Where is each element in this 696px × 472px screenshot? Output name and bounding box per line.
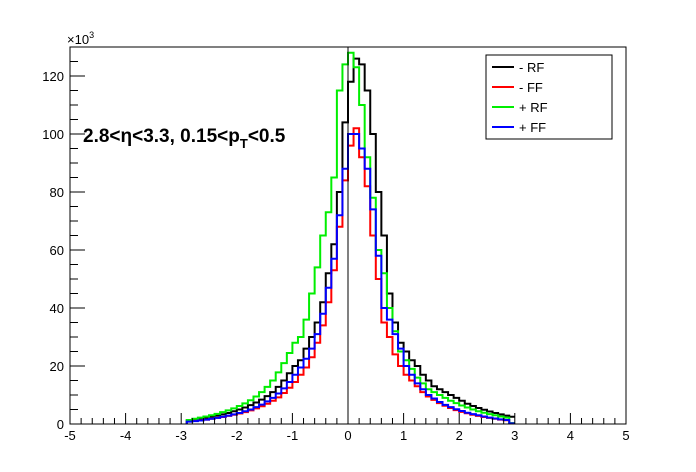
annotation-subscript: T xyxy=(240,136,248,151)
legend-label-1: - FF xyxy=(519,80,543,95)
y-tick-label: 80 xyxy=(50,185,64,200)
y-multiplier-base: ×10 xyxy=(67,32,89,47)
legend: - RF - FF + RF + FF xyxy=(485,54,613,140)
x-tick-label: -2 xyxy=(231,428,243,443)
y-tick-label: 20 xyxy=(50,359,64,374)
y-multiplier-exponent: 3 xyxy=(89,30,94,40)
y-tick-label: 40 xyxy=(50,301,64,316)
x-tick-label: 5 xyxy=(622,428,629,443)
y-axis-multiplier: ×103 xyxy=(67,30,94,47)
legend-box xyxy=(485,54,613,140)
selection-annotation: 2.8<η<3.3, 0.15<pT<0.5 xyxy=(83,126,286,151)
legend-label-2: + RF xyxy=(519,100,548,115)
legend-label-0: - RF xyxy=(519,60,544,75)
legend-label-3: + FF xyxy=(519,120,546,135)
y-tick-label: 100 xyxy=(42,127,64,142)
y-tick-label: 0 xyxy=(57,417,64,432)
x-tick-label: 4 xyxy=(567,428,574,443)
x-tick-label: 3 xyxy=(511,428,518,443)
y-tick-label: 120 xyxy=(42,69,64,84)
x-tick-label: 0 xyxy=(344,428,351,443)
x-tick-label: -4 xyxy=(120,428,132,443)
x-tick-label: -1 xyxy=(287,428,299,443)
x-tick-label: -5 xyxy=(64,428,76,443)
axis-layer: -5 -4 -3 -2 -1 0 1 2 3 4 5 0 20 40 60 80 100 120 xyxy=(42,46,630,443)
x-tick-label: 1 xyxy=(400,428,407,443)
annotation-suffix: <0.5 xyxy=(248,126,286,147)
annotation-prefix: 2.8<η<3.3, 0.15<p xyxy=(83,126,240,147)
x-tick-label: -3 xyxy=(175,428,187,443)
y-tick-label: 60 xyxy=(50,243,64,258)
x-tick-label: 2 xyxy=(456,428,463,443)
